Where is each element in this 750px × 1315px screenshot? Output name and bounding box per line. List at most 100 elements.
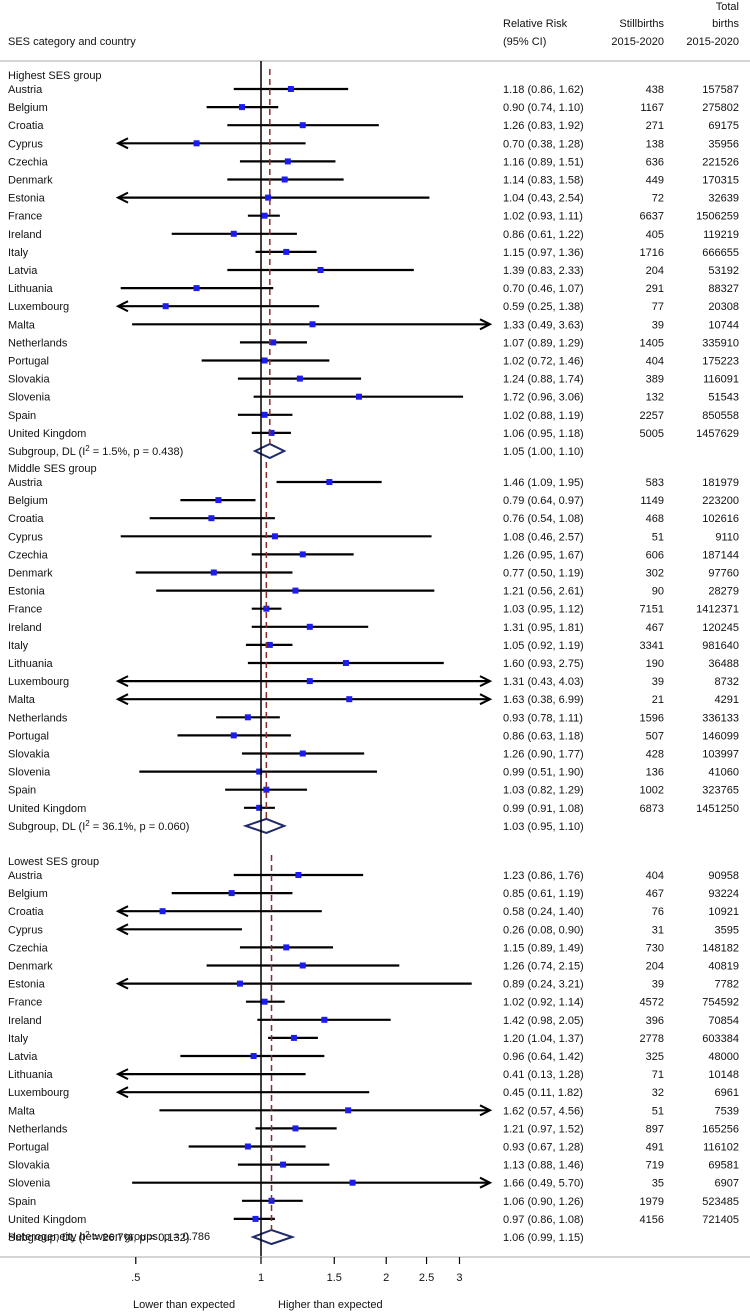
row-rr-ci: 1.15 (0.97, 1.36) <box>503 247 584 259</box>
row-births: 6961 <box>715 1087 739 1099</box>
row-rr-ci: 1.21 (0.56, 2.61) <box>503 586 584 598</box>
row-stillbirths: 132 <box>646 392 664 404</box>
point-estimate <box>244 714 251 721</box>
row-country: Lithuania <box>8 1069 54 1081</box>
row-births: 170315 <box>702 175 739 187</box>
point-estimate <box>342 660 349 666</box>
point-estimate <box>295 872 302 878</box>
row-stillbirths: 204 <box>646 961 664 973</box>
row-country: Austria <box>8 477 43 489</box>
point-estimate <box>244 1143 251 1150</box>
row-births: 523485 <box>702 1196 739 1208</box>
point-estimate <box>250 1053 257 1059</box>
subgroup-label-sup: 2 <box>85 819 90 828</box>
row-stillbirths: 1405 <box>640 337 664 349</box>
row-stillbirths: 7151 <box>640 604 664 616</box>
row-rr-ci: 0.89 (0.24, 3.21) <box>503 979 584 991</box>
row-births: 721405 <box>702 1214 739 1226</box>
row-rr-ci: 1.02 (0.72, 1.46) <box>503 356 584 368</box>
row-rr-ci: 1.06 (0.90, 1.26) <box>503 1196 584 1208</box>
point-estimate <box>263 786 270 793</box>
row-births: 981640 <box>702 640 739 652</box>
row-country: Italy <box>8 247 29 259</box>
header-births-line3: 2015-2020 <box>686 36 739 48</box>
row-births: 102616 <box>702 513 739 525</box>
row-births: 88327 <box>708 283 739 295</box>
x-tick-label: 1 <box>258 1272 264 1284</box>
row-rr-ci: 1.02 (0.93, 1.11) <box>503 211 583 223</box>
point-estimate <box>256 804 263 811</box>
row-stillbirths: 291 <box>646 283 664 295</box>
row-rr-ci: 1.63 (0.38, 6.99) <box>503 694 584 706</box>
row-births: 90958 <box>708 870 739 882</box>
point-estimate <box>349 1179 356 1186</box>
row-country: Slovakia <box>8 749 50 761</box>
row-country: Cyprus <box>8 924 43 936</box>
row-rr-ci: 0.26 (0.08, 0.90) <box>503 924 584 936</box>
row-rr-ci: 1.23 (0.86, 1.76) <box>503 870 584 882</box>
row-country: Slovakia <box>8 374 50 386</box>
point-estimate <box>355 393 362 400</box>
point-estimate <box>162 303 169 310</box>
row-births: 8732 <box>715 676 739 688</box>
row-births: 603384 <box>702 1033 739 1045</box>
row-country: France <box>8 604 42 616</box>
ci-arrow-left <box>115 191 129 204</box>
row-stillbirths: 271 <box>646 120 664 132</box>
row-country: Netherlands <box>8 337 68 349</box>
row-rr-ci: 1.21 (0.97, 1.52) <box>503 1123 584 1135</box>
row-rr-ci: 1.31 (0.43, 4.03) <box>503 676 584 688</box>
row-country: Spain <box>8 410 36 422</box>
point-estimate <box>268 429 275 436</box>
row-births: 32639 <box>708 193 739 205</box>
point-estimate <box>236 980 243 987</box>
row-stillbirths: 6637 <box>640 211 664 223</box>
x-tick-label: 2.5 <box>419 1272 434 1284</box>
row-rr-ci: 1.31 (0.95, 1.81) <box>503 622 584 634</box>
row-births: 120245 <box>702 622 739 634</box>
row-stillbirths: 449 <box>646 175 664 187</box>
row-births: 187144 <box>702 549 739 561</box>
row-rr-ci: 0.70 (0.38, 1.28) <box>503 138 584 150</box>
row-country: Italy <box>8 640 29 652</box>
row-stillbirths: 1167 <box>640 102 664 114</box>
row-country: Denmark <box>8 568 53 580</box>
row-births: 181979 <box>702 477 739 489</box>
row-rr-ci: 0.99 (0.91, 1.08) <box>503 803 584 815</box>
point-estimate <box>287 86 294 92</box>
point-estimate <box>299 122 306 129</box>
header-rr-line2: (95% CI) <box>503 36 546 48</box>
row-births: 323765 <box>702 785 739 797</box>
row-rr-ci: 1.42 (0.98, 2.05) <box>503 1015 584 1027</box>
row-stillbirths: 90 <box>652 586 664 598</box>
row-country: Croatia <box>8 513 44 525</box>
row-rr-ci: 1.60 (0.93, 2.75) <box>503 658 584 670</box>
row-country: Cyprus <box>8 138 43 150</box>
row-country: Slovakia <box>8 1160 50 1172</box>
row-rr-ci: 1.66 (0.49, 5.70) <box>503 1178 584 1190</box>
row-stillbirths: 428 <box>646 749 664 761</box>
row-rr-ci: 0.76 (0.54, 1.08) <box>503 513 584 525</box>
row-country: Portugal <box>8 730 49 742</box>
point-estimate <box>238 104 245 111</box>
row-stillbirths: 491 <box>646 1142 664 1154</box>
row-rr-ci: 1.72 (0.96, 3.06) <box>503 392 584 404</box>
point-estimate <box>230 732 237 739</box>
row-rr-ci: 0.45 (0.11, 1.82) <box>503 1087 583 1099</box>
ci-arrow-left <box>115 1068 129 1080</box>
row-country: Croatia <box>8 906 44 918</box>
row-rr-ci: 0.79 (0.64, 0.97) <box>503 495 584 507</box>
x-tick-label: 1.5 <box>327 1272 342 1284</box>
row-births: 7539 <box>715 1105 739 1117</box>
point-estimate <box>261 212 268 219</box>
row-rr-ci: 1.20 (1.04, 1.37) <box>503 1033 584 1045</box>
header-births-line2: births <box>712 18 739 30</box>
ci-arrow-left <box>115 923 129 936</box>
row-stillbirths: 1002 <box>640 785 664 797</box>
row-births: 10148 <box>708 1069 739 1081</box>
row-stillbirths: 404 <box>646 870 664 882</box>
point-estimate <box>284 158 291 165</box>
row-country: United Kingdom <box>8 1214 86 1226</box>
row-births: 10921 <box>708 906 739 918</box>
row-births: 157587 <box>702 84 739 96</box>
